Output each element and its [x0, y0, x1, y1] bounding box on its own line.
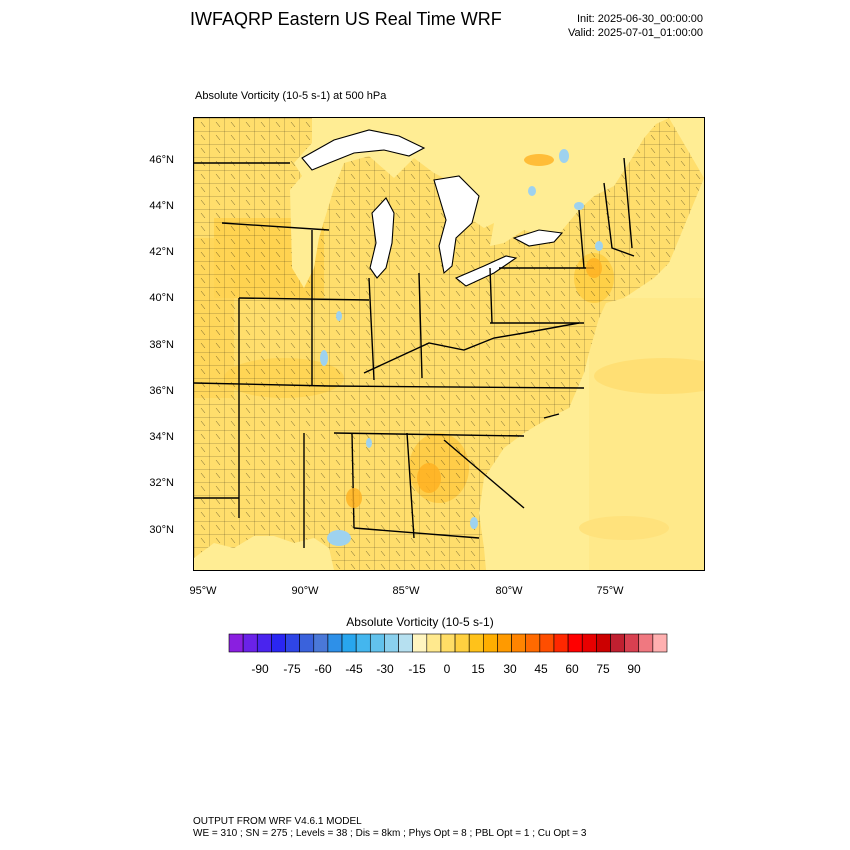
lat-label: 46°N [149, 154, 174, 166]
colorbar-swatch [638, 633, 654, 653]
colorbar-swatch [454, 633, 470, 653]
colorbar-swatch [285, 633, 300, 653]
colorbar-label: -75 [283, 662, 301, 676]
colorbar [228, 633, 668, 653]
colorbar-swatch [369, 633, 385, 653]
lake-ontario [512, 229, 564, 247]
negative-vorticity-areas [320, 149, 603, 546]
colorbar-label: -15 [408, 662, 426, 676]
colorbar-swatch [468, 633, 484, 653]
lake-huron [433, 175, 480, 275]
colorbar-swatch [596, 633, 611, 653]
colorbar-swatch [511, 633, 527, 653]
lat-label: 30°N [149, 524, 174, 536]
lat-label: 34°N [149, 431, 174, 443]
lake-superior [301, 129, 426, 171]
field-subtitle: Absolute Vorticity (10-5 s-1) at 500 hPa [195, 90, 387, 102]
colorbar-swatch [299, 633, 315, 653]
state-borders [193, 157, 635, 548]
colorbar-swatch [384, 633, 399, 653]
colorbar-swatch [341, 633, 357, 653]
lon-label: 95°W [189, 585, 217, 597]
colorbar-swatch [539, 633, 555, 653]
colorbar-swatch [398, 633, 413, 653]
colorbar-title: Absolute Vorticity (10-5 s-1) [346, 615, 494, 629]
colorbar-label: 30 [503, 662, 517, 676]
colorbar-label: 15 [471, 662, 485, 676]
lat-label: 38°N [149, 339, 174, 351]
colorbar-swatch [313, 633, 329, 653]
lat-label: 40°N [149, 292, 174, 304]
lake-erie [454, 255, 518, 287]
plot-title: IWFAQRP Eastern US Real Time WRF [190, 9, 502, 29]
colorbar-swatch [610, 633, 625, 653]
colorbar-swatch [426, 633, 442, 653]
lat-label: 32°N [149, 477, 174, 489]
colorbar-label: -60 [314, 662, 332, 676]
colorbar-label: 0 [443, 662, 451, 676]
colorbar-swatch [497, 633, 512, 653]
colorbar-swatch [256, 633, 272, 653]
great-lakes [301, 129, 564, 287]
colorbar-swatch [327, 633, 343, 653]
colorbar-swatch [624, 633, 640, 653]
colorbar-label: -90 [251, 662, 269, 676]
lon-label: 85°W [392, 585, 420, 597]
lon-label: 80°W [495, 585, 523, 597]
colorbar-swatch [271, 633, 286, 653]
colorbar-label: 60 [565, 662, 579, 676]
colorbar-swatch [525, 633, 541, 653]
vorticity-map [193, 117, 734, 571]
footer-model: OUTPUT FROM WRF V4.6.1 MODEL [193, 816, 362, 827]
colorbar-label: 90 [627, 662, 641, 676]
lat-label: 42°N [149, 246, 174, 258]
colorbar-swatch [581, 633, 597, 653]
lat-label: 44°N [149, 200, 174, 212]
lon-label: 75°W [596, 585, 624, 597]
colorbar-swatch [355, 633, 371, 653]
colorbar-swatch [242, 633, 258, 653]
colorbar-swatch [652, 633, 668, 653]
colorbar-label: 45 [534, 662, 548, 676]
lat-label: 36°N [149, 385, 174, 397]
init-time: Init: 2025-06-30_00:00:00 [577, 13, 703, 25]
colorbar-swatch [440, 633, 456, 653]
colorbar-swatch [553, 633, 569, 653]
colorbar-label: -30 [376, 662, 394, 676]
positive-vorticity-areas [346, 154, 602, 508]
colorbar-label: -45 [345, 662, 363, 676]
colorbar-label: 75 [596, 662, 610, 676]
footer-config: WE = 310 ; SN = 275 ; Levels = 38 ; Dis … [193, 828, 587, 839]
colorbar-swatch [567, 633, 583, 653]
colorbar-swatch [483, 633, 498, 653]
valid-time: Valid: 2025-07-01_01:00:00 [568, 27, 703, 39]
lake-michigan [369, 197, 395, 279]
colorbar-swatch [412, 633, 428, 653]
colorbar-swatch [228, 633, 244, 653]
lon-label: 90°W [291, 585, 319, 597]
